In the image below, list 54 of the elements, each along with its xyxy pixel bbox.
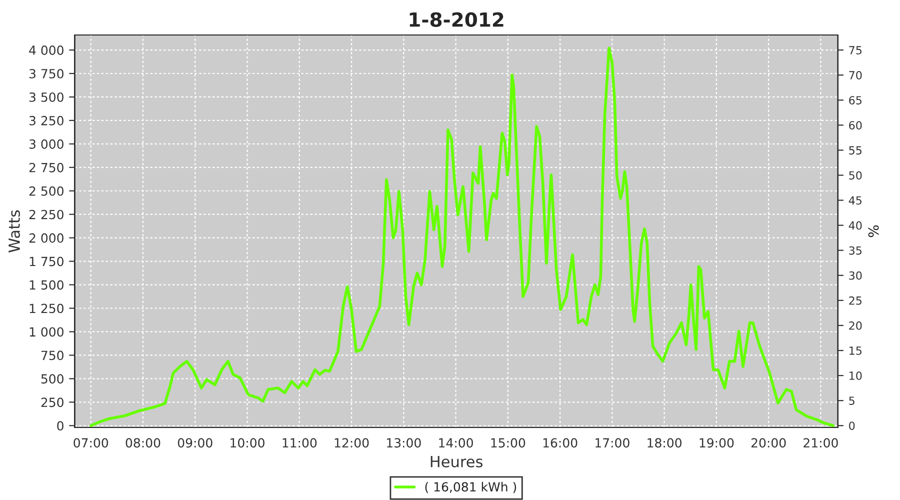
- y2-tick-label: 75: [849, 46, 862, 54]
- y-tick-label: 4 000: [29, 45, 64, 55]
- x-tick-label: 07:00: [74, 438, 108, 448]
- y-tick-label: 3 500: [29, 92, 64, 102]
- x-tick-label: 10:00: [230, 438, 264, 448]
- x-tick-label: 16:00: [543, 438, 578, 448]
- x-tick-label: 08:00: [126, 438, 160, 448]
- y-tick-label: 2 750: [29, 162, 64, 172]
- x-tick-label: 12:00: [334, 438, 369, 448]
- x-tick-label: 18:00: [648, 438, 682, 448]
- y-tick-label: 3 750: [29, 68, 64, 78]
- y2-tick-label: 60: [849, 121, 862, 130]
- y-axis-title: Watts: [8, 210, 20, 252]
- y2-tick-label: 35: [849, 246, 862, 255]
- line-series: [89, 46, 835, 428]
- y2-tick-label: 55: [849, 146, 862, 155]
- y2-tick-label: 0: [849, 422, 855, 430]
- x-tick-label: 19:00: [700, 438, 734, 448]
- x-tick-label: 11:00: [282, 438, 317, 448]
- y2-tick-label: 10: [850, 372, 862, 380]
- y2-tick-label: 20: [849, 321, 862, 330]
- y-tick-label: 2 250: [29, 210, 64, 220]
- y-tick-label: 2 500: [29, 186, 64, 196]
- y2-tick-label: 45: [848, 196, 862, 205]
- chart-title: 1-8-2012: [410, 12, 504, 27]
- x-tick-label: 21:00: [804, 438, 838, 448]
- y2-axis-title: %: [868, 225, 879, 238]
- y2-tick-label: 65: [849, 96, 862, 104]
- y-tick-label: 500: [41, 374, 64, 384]
- x-tick-label: 20:00: [751, 438, 786, 448]
- y-tick-label: 750: [41, 350, 64, 360]
- y-tick-label: 1 250: [30, 304, 64, 314]
- y-tick-label: 1 750: [30, 256, 64, 266]
- y2-tick-label: 5: [849, 396, 854, 405]
- y-tick-label: 250: [41, 398, 64, 408]
- y2-tick-label: 15: [850, 346, 862, 355]
- y-tick-label: 3 000: [29, 139, 64, 149]
- legend-label: ( 16,081 kWh ): [425, 482, 516, 494]
- x-tick-label: 13:00: [387, 438, 421, 448]
- x-tick-label: 15:00: [491, 438, 526, 448]
- y-tick-label: 0: [57, 421, 64, 431]
- y2-tick-label: 70: [849, 71, 862, 80]
- x-tick-label: 09:00: [178, 438, 212, 448]
- x-tick-label: 14:00: [439, 438, 473, 448]
- y-tick-label: 3 250: [29, 116, 64, 126]
- y2-tick-label: 50: [849, 171, 862, 180]
- y2-tick-label: 40: [848, 221, 862, 230]
- x-axis-title: Heures: [430, 456, 482, 468]
- y-tick-label: 1 000: [30, 327, 64, 337]
- y-tick-label: 1 500: [30, 280, 64, 290]
- y2-tick-label: 25: [849, 296, 862, 305]
- y2-tick-label: 30: [849, 271, 862, 280]
- y-tick-label: 2 000: [29, 233, 64, 243]
- x-tick-label: 17:00: [596, 438, 630, 448]
